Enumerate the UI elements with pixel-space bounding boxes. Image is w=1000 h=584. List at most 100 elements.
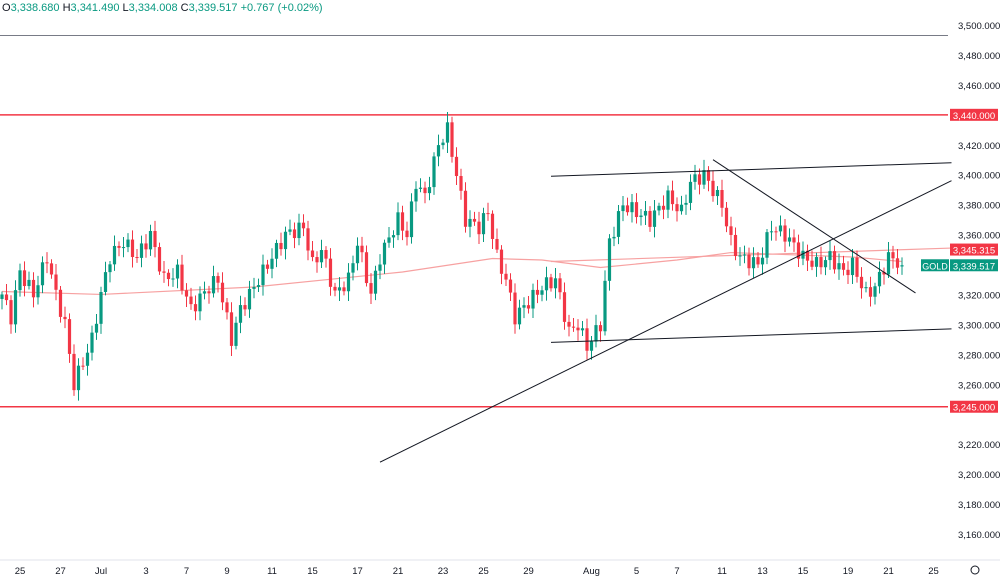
settings-gear-icon[interactable] bbox=[970, 565, 980, 575]
candle bbox=[499, 245, 504, 285]
candle bbox=[711, 170, 715, 202]
candle-body bbox=[85, 352, 90, 366]
candle-body bbox=[657, 205, 661, 211]
candle bbox=[315, 251, 319, 273]
candle-body bbox=[549, 277, 553, 289]
candle bbox=[90, 325, 94, 361]
candle bbox=[720, 179, 724, 217]
candle bbox=[612, 226, 616, 247]
candle bbox=[400, 205, 405, 241]
candle-body bbox=[625, 205, 630, 213]
candle bbox=[364, 245, 369, 287]
candle-body bbox=[769, 231, 774, 233]
candle bbox=[882, 267, 886, 285]
symbol-box bbox=[921, 259, 949, 272]
candle-body bbox=[796, 242, 801, 259]
time-axis bbox=[0, 561, 1000, 584]
candle-body bbox=[405, 230, 409, 238]
candle bbox=[49, 259, 54, 279]
price-tick-label: 3,180.000 bbox=[958, 500, 1000, 511]
candle bbox=[598, 321, 603, 342]
candle bbox=[85, 343, 90, 376]
candle bbox=[405, 221, 409, 246]
candle bbox=[418, 178, 423, 193]
candle-body bbox=[738, 255, 742, 257]
high-value: 3,341.490 bbox=[70, 2, 120, 14]
candle-body bbox=[117, 245, 121, 248]
candle-body bbox=[90, 332, 94, 353]
time-tick-label: 21 bbox=[883, 566, 894, 577]
price-tick-label: 3,320.000 bbox=[958, 290, 1000, 301]
candle bbox=[238, 295, 243, 334]
candle-body bbox=[859, 276, 864, 289]
candle bbox=[846, 261, 850, 285]
candle-body bbox=[612, 236, 616, 239]
candle bbox=[643, 200, 648, 225]
candle-body bbox=[774, 231, 778, 233]
level-price-label: 3,245.000 bbox=[953, 403, 995, 414]
candle bbox=[486, 202, 490, 221]
candle-body bbox=[234, 322, 238, 346]
candle-body bbox=[216, 276, 220, 283]
candle-body bbox=[558, 278, 562, 293]
price-tick-label: 3,380.000 bbox=[958, 201, 1000, 212]
candle bbox=[112, 235, 117, 271]
time-tick-label: 25 bbox=[928, 566, 939, 577]
candle-body bbox=[49, 263, 54, 275]
candle bbox=[13, 280, 18, 333]
candle-body bbox=[567, 321, 571, 327]
candle-body bbox=[643, 210, 648, 216]
price-tick-label: 3,500.000 bbox=[958, 21, 1000, 32]
candle bbox=[544, 266, 549, 301]
trend-line bbox=[550, 162, 952, 177]
trend-line bbox=[550, 328, 952, 343]
candle-body bbox=[594, 325, 598, 342]
change-value: +0.767 (+0.02%) bbox=[240, 2, 323, 14]
candle bbox=[202, 281, 207, 300]
candle-body bbox=[31, 279, 36, 298]
candle bbox=[148, 224, 153, 256]
candle bbox=[675, 197, 679, 222]
candle-body bbox=[238, 305, 243, 323]
candle-body bbox=[450, 122, 454, 157]
candle bbox=[670, 180, 675, 211]
candle-body bbox=[54, 274, 58, 290]
last-price-label: 3,339.517 bbox=[953, 261, 995, 272]
candle bbox=[211, 265, 216, 298]
candle-body bbox=[45, 262, 49, 264]
candle bbox=[729, 216, 733, 246]
candle bbox=[495, 228, 499, 254]
candle bbox=[157, 242, 162, 275]
candle bbox=[607, 234, 612, 291]
candle bbox=[184, 283, 189, 308]
candle bbox=[562, 282, 567, 330]
candle bbox=[778, 215, 783, 237]
time-tick-label: 9 bbox=[224, 566, 229, 577]
candle bbox=[328, 248, 333, 296]
candle bbox=[576, 319, 580, 341]
candle bbox=[580, 320, 585, 337]
candle bbox=[715, 186, 720, 206]
candle bbox=[108, 261, 112, 283]
time-tick-label: 15 bbox=[798, 566, 809, 577]
candle-body bbox=[63, 316, 67, 320]
candle bbox=[508, 273, 513, 302]
candle bbox=[571, 317, 576, 332]
candle-body bbox=[711, 180, 715, 197]
candle bbox=[522, 297, 526, 319]
candle-body bbox=[279, 242, 283, 250]
candle-body bbox=[697, 174, 702, 185]
candle-body bbox=[454, 156, 459, 177]
candle-body bbox=[832, 251, 837, 270]
candle-body bbox=[441, 142, 445, 146]
candle bbox=[684, 194, 688, 215]
candle-body bbox=[607, 238, 612, 281]
candle-body bbox=[436, 145, 441, 157]
candle-body bbox=[787, 237, 792, 242]
candle-body bbox=[103, 272, 108, 293]
candle-body bbox=[157, 247, 162, 272]
candle bbox=[130, 230, 135, 268]
candle bbox=[513, 283, 517, 334]
